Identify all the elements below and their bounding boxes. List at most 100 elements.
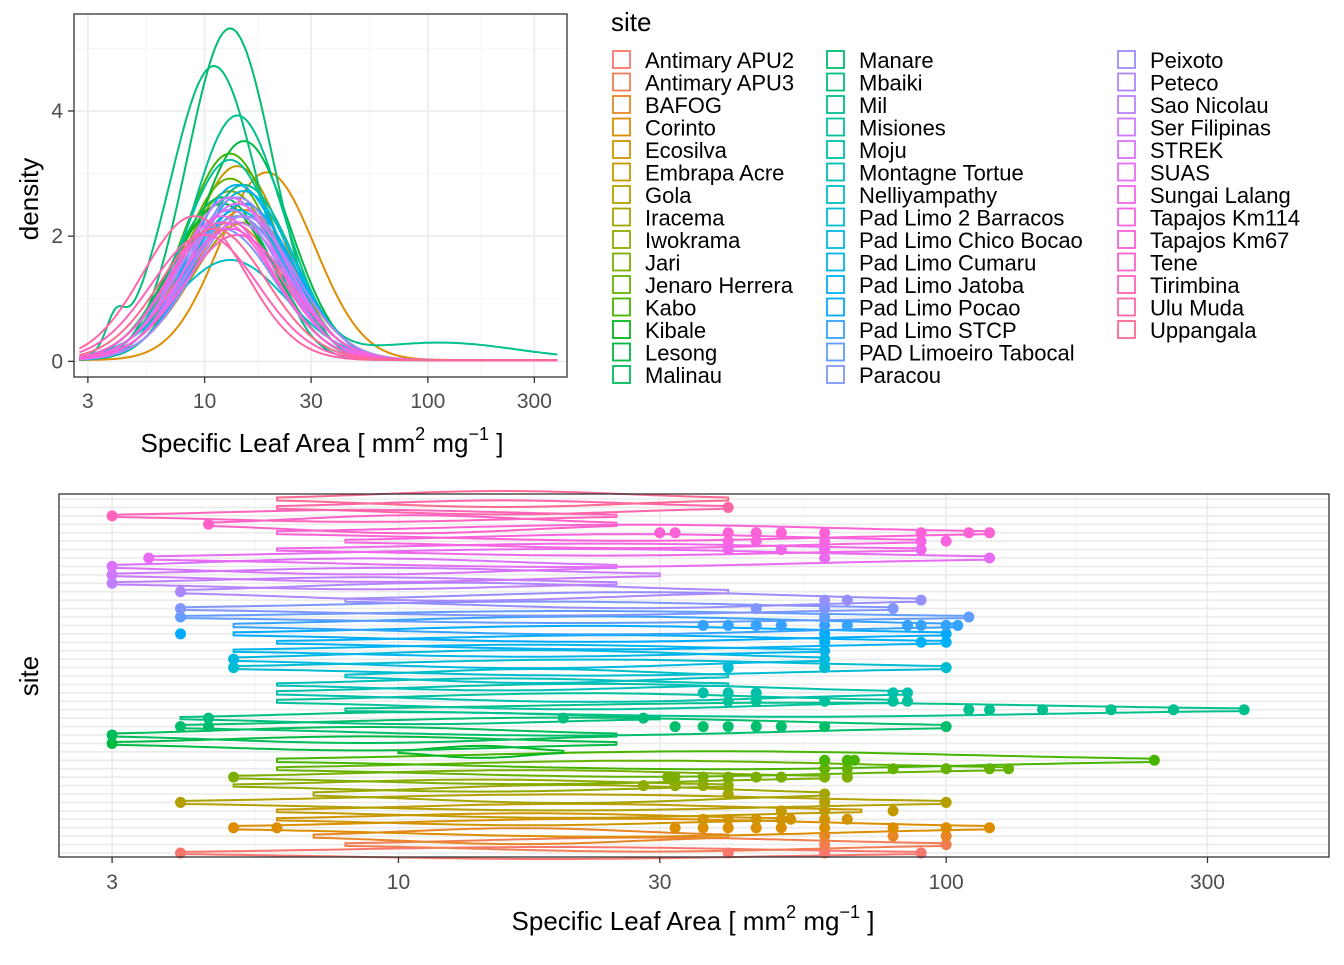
outlier-point (1148, 754, 1160, 766)
legend-item: Jenaro Herrera (612, 273, 794, 298)
legend-key (612, 365, 631, 384)
violin-panel-border (58, 493, 1330, 858)
legend-label: Tapajos Km114 (1150, 206, 1300, 231)
legend-label: Pad Limo Cumaru (859, 251, 1036, 276)
legend-label: Embrapa Acre (645, 161, 784, 186)
outlier-point (963, 704, 975, 716)
outlier-point (940, 839, 952, 851)
legend-label: Peteco (1150, 71, 1219, 96)
legend-key (612, 297, 631, 317)
outlier-point (819, 603, 831, 615)
legend-item: Peixoto (1117, 48, 1223, 73)
outlier-point (940, 628, 952, 640)
legend-label: Corinto (645, 116, 716, 141)
density-x-axis-title-main: Specific Leaf Area [ mm (141, 428, 416, 458)
outlier-point (887, 687, 899, 699)
legend-item: Pad Limo Pocao (826, 296, 1020, 321)
legend-label: Ecosilva (645, 138, 728, 163)
outlier-point (984, 552, 996, 564)
outlier-point (722, 687, 734, 699)
outlier-point (819, 611, 831, 623)
violin-sao-nicolau (111, 576, 618, 591)
outlier-point (819, 552, 831, 564)
legend-key (612, 275, 631, 294)
outlier-point (722, 771, 734, 783)
legend-item: Manare (826, 48, 934, 73)
legend-item: Misiones (826, 116, 946, 141)
legend-key (612, 140, 631, 159)
legend-key (826, 230, 845, 249)
outlier-point (952, 619, 964, 631)
legend-key (826, 365, 845, 384)
legend-label: Paracou (859, 363, 941, 388)
legend-key (826, 162, 845, 182)
outlier-point (915, 535, 927, 547)
outlier-point (722, 501, 734, 513)
outlier-point (722, 788, 734, 800)
outlier-point (750, 619, 762, 631)
outlier-point (915, 594, 927, 606)
violin-lesong (111, 735, 618, 752)
outlier-point (203, 712, 215, 724)
legend-label: Jenaro Herrera (645, 273, 794, 298)
legend-label: Montagne Tortue (859, 161, 1024, 186)
legend-key (1117, 185, 1136, 204)
outlier-point (271, 822, 283, 834)
outlier-point (819, 619, 831, 631)
outlier-point (775, 619, 787, 631)
legend-key (612, 95, 631, 114)
density-x-ticks: 3 10 30 100 300 (82, 377, 552, 413)
legend-item: Antimary APU2 (612, 48, 794, 73)
outlier-point (819, 636, 831, 648)
legend-label: Mbaiki (859, 71, 923, 96)
outlier-point (228, 771, 240, 783)
outlier-point (557, 712, 569, 724)
legend-label: Pad Limo Jatoba (859, 273, 1025, 298)
legend-item: Paracou (826, 363, 941, 388)
legend-label: Malinau (645, 363, 722, 388)
outlier-point (750, 603, 762, 615)
outlier-point (106, 560, 118, 572)
density-y-axis-title: density (14, 158, 44, 240)
legend-item: Antimary APU3 (612, 71, 794, 96)
outlier-point (750, 535, 762, 547)
outlier-point (750, 771, 762, 783)
legend-item: Pad Limo Jatoba (826, 273, 1025, 298)
legend-key (826, 185, 845, 204)
legend-item: Sungai Lalang (1117, 183, 1291, 208)
violin-x-ticks: 3 10 30 100 300 (106, 857, 1225, 894)
outlier-point (819, 822, 831, 834)
outlier-point (1167, 704, 1179, 716)
violin-x-axis-title-sup2: −1 (839, 902, 860, 922)
legend-key (612, 207, 631, 227)
outlier-point (887, 822, 899, 834)
outlier-point (750, 695, 762, 707)
outlier-point (203, 518, 215, 530)
outlier-point (841, 763, 853, 775)
legend-label: Kibale (645, 318, 706, 343)
outlier-point (819, 805, 831, 817)
legend-item: Pad Limo Chico Bocao (826, 228, 1083, 253)
outlier-point (887, 695, 899, 707)
legend-label: Lesong (645, 341, 717, 366)
outlier-point (902, 619, 914, 631)
outlier-point (819, 544, 831, 556)
outlier-point (841, 771, 853, 783)
outlier-point (228, 653, 240, 665)
legend-item: Pad Limo Cumaru (826, 251, 1036, 276)
density-curve-uppangala (79, 227, 558, 362)
outlier-point (143, 552, 155, 564)
legend-item: Kabo (612, 296, 696, 321)
density-curves (78, 27, 558, 362)
legend-label: Tapajos Km67 (1150, 228, 1289, 253)
legend-label: Iwokrama (645, 228, 741, 253)
outlier-point (819, 653, 831, 665)
legend-label: Pad Limo STCP (859, 318, 1017, 343)
outlier-point (1003, 763, 1015, 775)
legend-label: Uppangala (1150, 318, 1257, 343)
legend-label: Peixoto (1150, 48, 1223, 73)
outlier-point (228, 822, 240, 834)
legend-key (1117, 207, 1136, 227)
density-panel: 3 10 30 100 300 0 2 4 density Specific Leaf Ar… (14, 13, 568, 458)
